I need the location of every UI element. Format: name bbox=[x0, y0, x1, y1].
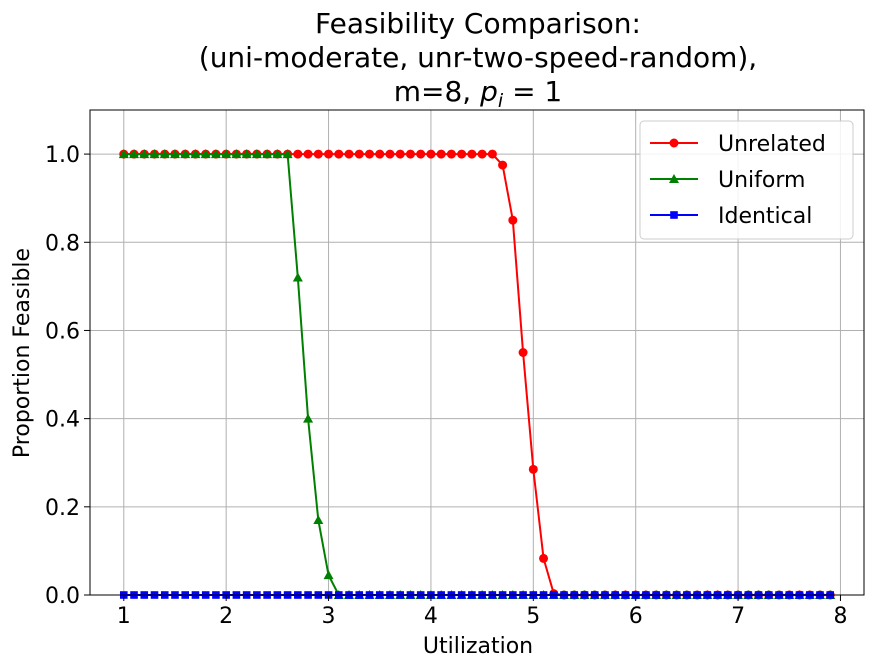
y-tick-label: 0.6 bbox=[45, 319, 80, 344]
title-math-var: p bbox=[479, 75, 498, 108]
unrelated-point bbox=[354, 149, 364, 159]
legend-identical-marker bbox=[670, 211, 678, 219]
uniform-point bbox=[272, 149, 283, 159]
x-tick-label: 8 bbox=[833, 604, 847, 629]
x-tick-label: 2 bbox=[219, 604, 233, 629]
unrelated-point bbox=[375, 149, 385, 159]
unrelated-point bbox=[498, 160, 508, 170]
unrelated-point bbox=[518, 348, 528, 357]
unrelated-point bbox=[467, 149, 477, 159]
unrelated-point bbox=[405, 149, 415, 159]
x-tick-label: 5 bbox=[526, 604, 540, 629]
uniform-point bbox=[169, 149, 180, 159]
uniform-point bbox=[190, 149, 201, 159]
uniform-point bbox=[231, 149, 242, 159]
legend-uniform-marker bbox=[669, 174, 679, 183]
chart-title: Feasibility Comparison: (uni-moderate, u… bbox=[199, 7, 757, 112]
unrelated-point bbox=[324, 149, 334, 159]
axis-ticks: 1 2 3 4 5 6 7 8 0.0 0.2 0.4 0.6 0.8 1.0 bbox=[45, 143, 847, 629]
uniform-point bbox=[149, 149, 160, 159]
uniform-point bbox=[262, 149, 273, 159]
x-tick-label: 4 bbox=[424, 604, 438, 629]
y-axis-label: Proportion Feasible bbox=[10, 248, 35, 458]
y-tick-label: 0.4 bbox=[45, 408, 80, 433]
legend-unrelated-marker bbox=[669, 138, 679, 148]
uniform-point bbox=[282, 149, 293, 159]
y-tick-label: 0.2 bbox=[45, 496, 80, 521]
legend-identical-label: Identical bbox=[718, 204, 812, 229]
unrelated-point bbox=[539, 553, 549, 563]
legend-uniform-label: Uniform bbox=[718, 168, 805, 193]
unrelated-point bbox=[446, 149, 456, 159]
unrelated-point bbox=[344, 149, 354, 159]
uniform-point bbox=[313, 515, 324, 525]
unrelated-point bbox=[303, 149, 313, 159]
unrelated-point bbox=[436, 149, 446, 159]
unrelated-point bbox=[487, 149, 497, 159]
uniform-point bbox=[210, 149, 221, 159]
x-tick-label: 7 bbox=[731, 604, 745, 629]
unrelated-point bbox=[395, 149, 405, 159]
x-axis-label: Utilization bbox=[423, 634, 533, 659]
x-tick-label: 3 bbox=[322, 604, 336, 629]
unrelated-point bbox=[293, 149, 303, 159]
legend: Unrelated Uniform Identical bbox=[639, 120, 854, 240]
uniform-point bbox=[200, 149, 211, 159]
y-tick-label: 0.0 bbox=[45, 584, 80, 609]
plot-frame bbox=[89, 109, 865, 596]
title-line-3: m=8, pi = 1 bbox=[394, 75, 563, 112]
unrelated-point bbox=[426, 149, 436, 159]
uniform-point bbox=[303, 413, 314, 423]
uniform-point bbox=[129, 149, 140, 159]
x-tick-label: 1 bbox=[117, 604, 131, 629]
uniform-point bbox=[159, 149, 170, 159]
uniform-point bbox=[292, 272, 303, 282]
uniform-point bbox=[118, 149, 129, 159]
uniform-point bbox=[139, 149, 150, 159]
uniform-point bbox=[241, 149, 252, 159]
title-math-prefix: m=8, bbox=[394, 75, 480, 108]
unrelated-point bbox=[416, 149, 426, 159]
unrelated-point bbox=[508, 215, 518, 225]
title-math-suffix: = 1 bbox=[503, 75, 562, 108]
title-line-1: Feasibility Comparison: bbox=[315, 7, 641, 40]
y-tick-label: 0.8 bbox=[45, 231, 80, 256]
unrelated-point bbox=[385, 149, 395, 159]
unrelated-point bbox=[528, 464, 538, 474]
uniform-point bbox=[251, 149, 262, 159]
title-math-sub: i bbox=[498, 90, 504, 112]
title-line-2: (uni-moderate, unr-two-speed-random), bbox=[199, 41, 757, 74]
x-tick-label: 6 bbox=[629, 604, 643, 629]
legend-box bbox=[639, 120, 854, 240]
legend-unrelated-label: Unrelated bbox=[718, 132, 826, 157]
uniform-point bbox=[323, 570, 334, 580]
unrelated-point bbox=[313, 149, 323, 159]
unrelated-point bbox=[457, 149, 467, 159]
uniform-point bbox=[221, 149, 232, 159]
unrelated-point bbox=[365, 149, 374, 159]
unrelated-point bbox=[334, 149, 344, 159]
unrelated-point bbox=[477, 149, 487, 159]
y-tick-label: 1.0 bbox=[45, 143, 80, 168]
uniform-point bbox=[180, 149, 191, 159]
